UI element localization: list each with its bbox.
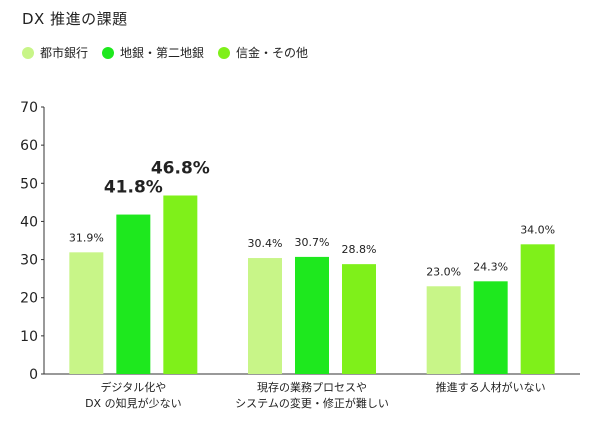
y-tick-label: 30 — [20, 253, 38, 269]
x-tick-label: 現存の業務プロセスや — [257, 380, 367, 394]
legend: 都市銀行 地銀・第二地銀 信金・その他 — [22, 44, 322, 61]
y-tick-label: 20 — [20, 291, 38, 307]
bar — [473, 281, 508, 374]
data-label: 24.3% — [473, 260, 508, 273]
legend-swatch-series3 — [218, 46, 231, 59]
data-label: 28.8% — [342, 243, 377, 256]
bar — [426, 286, 461, 374]
bar — [342, 264, 376, 374]
data-label: 23.0% — [426, 265, 461, 278]
y-tick-label: 10 — [20, 329, 38, 345]
data-label: 30.7% — [295, 236, 330, 249]
legend-swatch-series2 — [102, 46, 115, 59]
data-label: 31.9% — [69, 231, 104, 244]
data-label: 34.0% — [520, 223, 555, 236]
bar — [295, 256, 329, 374]
legend-label-series2: 地銀・第二地銀 — [120, 46, 205, 60]
data-label: 41.8% — [104, 178, 163, 198]
bar — [520, 244, 555, 374]
x-tick-label: 推進する人材がいない — [436, 380, 546, 394]
y-tick-label: 50 — [20, 176, 38, 192]
chart-title: DX 推進の課題 — [22, 10, 128, 28]
legend-label-series1: 都市銀行 — [40, 46, 89, 60]
data-label: 30.4% — [248, 237, 283, 250]
legend-item-series3: 信金・その他 — [218, 44, 308, 61]
y-tick-label: 70 — [20, 100, 38, 116]
data-label: 46.8% — [151, 158, 210, 178]
legend-item-series1: 都市銀行 — [22, 44, 88, 61]
x-tick-label: デジタル化や — [100, 380, 166, 394]
y-tick-label: 40 — [20, 214, 38, 230]
x-tick-label: システムの変更・修正が難しい — [235, 396, 389, 410]
bar — [248, 258, 282, 374]
y-tick-label: 0 — [29, 367, 38, 383]
x-tick-label: DX の知見が少ない — [85, 396, 182, 410]
legend-swatch-series1 — [22, 46, 34, 59]
bar — [69, 252, 104, 374]
bar — [163, 195, 198, 374]
y-tick-label: 60 — [20, 138, 38, 154]
legend-label-series3: 信金・その他 — [236, 46, 309, 60]
legend-item-series2: 地銀・第二地銀 — [102, 44, 204, 61]
bar — [116, 214, 151, 374]
